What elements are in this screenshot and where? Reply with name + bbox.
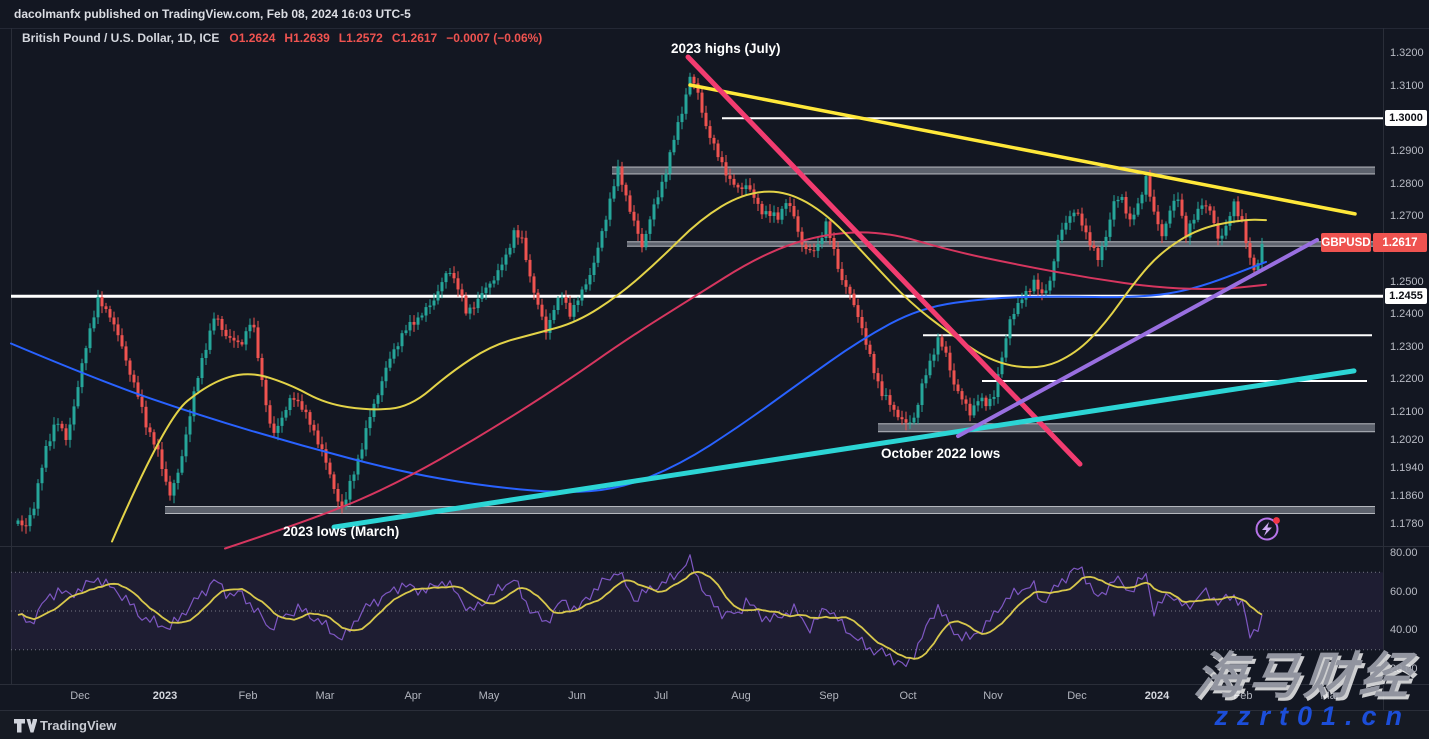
symbol-title[interactable]: British Pound / U.S. Dollar, 1D, ICE (22, 31, 220, 45)
price-tick-label: 1.2300 (1390, 340, 1424, 353)
attribution-text: dacolmanfx published on TradingView.com,… (14, 7, 411, 21)
price-level-label: 1.3000 (1385, 110, 1427, 127)
change-value: −0.0007 (−0.06%) (446, 31, 543, 45)
rsi-tick-label: 60.00 (1390, 585, 1418, 598)
price-tick-label: 1.2020 (1390, 434, 1424, 446)
watermark-url: zzrt01.cn (1214, 701, 1411, 731)
price-tick-label: 1.2200 (1390, 373, 1424, 386)
tradingview-logo-icon[interactable] (13, 717, 37, 735)
time-axis-year-label: 2024 (1144, 690, 1170, 702)
time-axis[interactable]: Dec 2023 Feb Mar Apr May Jun Jul Aug Sep Oct Nov Dec… (0, 684, 1383, 710)
ohlc-o: O1.2624 (229, 31, 276, 45)
footer-bar: TradingView (0, 710, 1429, 739)
price-tick-label: 1.2100 (1390, 406, 1424, 418)
time-axis-month-label: May (478, 690, 500, 702)
price-tick-label: 1.3200 (1390, 47, 1424, 60)
price-axis[interactable]: 1.3200 1.3100 1.3000 1.2900 1.2800 1.2700 1.25… (1384, 0, 1429, 684)
lightning-icon (1262, 522, 1272, 536)
ohlc-values: O1.2624 H1.2639 L1.2572 C1.2617 (229, 31, 446, 45)
time-axis-month-label: Oct (899, 690, 917, 702)
flash-action-button[interactable] (1252, 513, 1284, 545)
price-tick-label: 1.1940 (1390, 462, 1424, 474)
price-tick-label: 1.2400 (1390, 308, 1424, 321)
price-level-label: 1.2455 (1385, 288, 1427, 305)
time-axis-month-label: Feb (1233, 690, 1253, 702)
price-tick-label: 1.3100 (1390, 79, 1424, 92)
symbol-info-row: British Pound / U.S. Dollar, 1D, ICE O1.2… (22, 31, 542, 45)
attribution-bar: dacolmanfx published on TradingView.com,… (0, 0, 1429, 28)
notification-dot (1273, 517, 1280, 524)
rsi-tick-label: 40.00 (1390, 624, 1418, 637)
time-axis-month-label: Jun (568, 690, 586, 702)
time-axis-month-label: Feb (238, 690, 258, 702)
time-axis-year-label: 2023 (152, 690, 178, 702)
price-tick-label: 1.2800 (1390, 177, 1424, 190)
time-axis-month-label: Nov (983, 690, 1003, 702)
ohlc-c: C1.2617 (391, 31, 438, 45)
time-axis-month-label: Aug (731, 690, 751, 702)
time-axis-month-label: Mar (1320, 690, 1340, 702)
last-price-value-label: 1.2617 (1373, 233, 1427, 252)
flash-ring-icon (1255, 517, 1279, 541)
tradingview-brand-text[interactable]: TradingView (40, 718, 117, 733)
time-axis-month-label: Dec (1067, 690, 1087, 702)
rsi-tick-label: 20.00 (1390, 663, 1418, 675)
time-axis-month-label: Jul (653, 690, 669, 702)
time-axis-month-label: Sep (819, 690, 839, 702)
price-tick-label: 1.1780 (1390, 518, 1424, 530)
ohlc-l: L1.2572 (338, 31, 383, 45)
annotation-2023-highs: 2023 highs (July) (671, 41, 781, 56)
price-tick-label: 1.2700 (1390, 210, 1424, 223)
annotation-october-2022-lows: October 2022 lows (881, 446, 1001, 461)
time-axis-month-label: Apr (404, 690, 422, 702)
price-tick-label: 1.2500 (1390, 275, 1424, 288)
watermark-cjk: 海马财经 (1191, 648, 1418, 704)
last-price-symbol-label: GBPUSD (1321, 233, 1371, 252)
ohlc-h: H1.2639 (284, 31, 330, 45)
price-tick-label: 1.1860 (1390, 490, 1424, 502)
rsi-tick-label: 80.00 (1390, 547, 1418, 559)
time-axis-month-label: Mar (315, 690, 335, 702)
time-axis-month-label: Dec (70, 690, 90, 702)
price-tick-label: 1.2900 (1390, 145, 1424, 157)
annotation-2023-lows: 2023 lows (March) (283, 524, 400, 539)
